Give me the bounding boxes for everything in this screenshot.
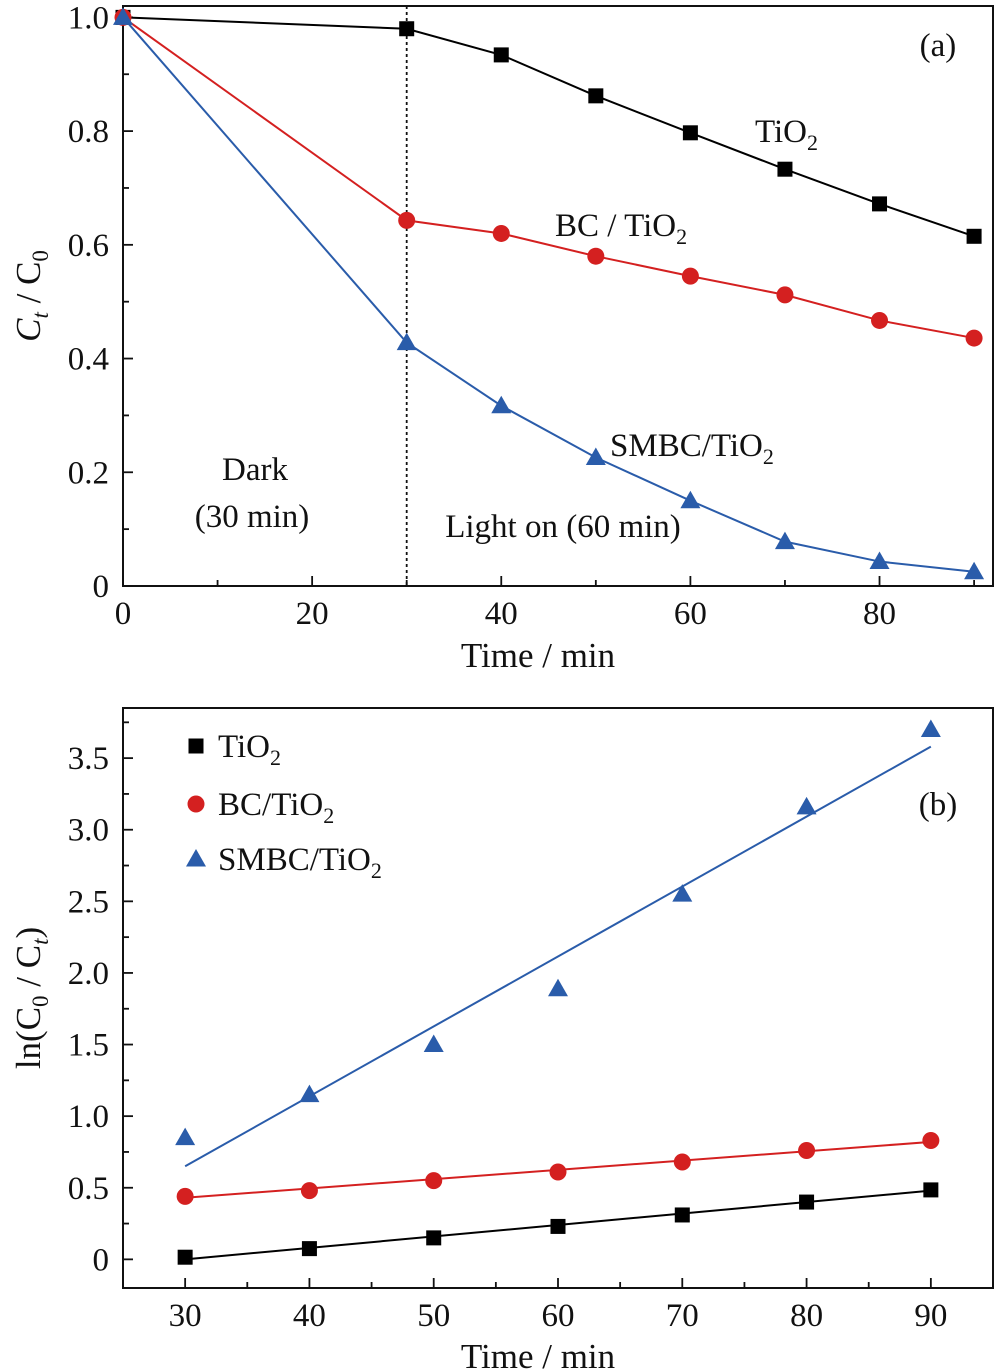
panel-a-xtick-label: 40	[485, 596, 518, 632]
panel-b-point-1	[549, 1163, 567, 1181]
panel-a-point-2	[869, 551, 890, 570]
panel-a-point-1	[965, 329, 983, 347]
legend-marker-2	[186, 849, 206, 867]
panel-a-point-0	[966, 228, 982, 244]
panel-b-xtick-label: 70	[666, 1298, 699, 1334]
panel-a-ytick-label: 0	[93, 569, 110, 605]
panel-b-point-2	[423, 1034, 444, 1053]
panel-b-ytick-label: 2.0	[68, 956, 109, 992]
panel-b-ylabel: ln(C0 / Ct)	[9, 927, 53, 1069]
panel-b-point-0	[550, 1218, 566, 1234]
panel-b-point-1	[425, 1172, 443, 1190]
panel-b-ytick-label: 0	[93, 1242, 110, 1278]
panel-a-point-2	[396, 332, 417, 351]
legend-label-bc-tio2: BC/TiO2	[218, 787, 334, 828]
panel-b-point-0	[301, 1241, 317, 1257]
panel-a-point-1	[871, 311, 889, 329]
legend-marker-1	[187, 795, 205, 813]
panel-b-point-1	[176, 1187, 194, 1205]
panel-a-point-2	[491, 395, 512, 414]
panel-a-point-2	[680, 490, 701, 509]
panel-a-xtick-label: 20	[296, 596, 329, 632]
panel-a-xtick-label: 60	[674, 596, 707, 632]
panel-a-xlabel: Time / min	[461, 636, 615, 675]
panel-a-frame	[122, 5, 994, 587]
panel-b-point-1	[798, 1142, 816, 1160]
series-label-smbc-tio2: SMBC/TiO2	[610, 428, 774, 469]
panel-a-point-1	[681, 267, 699, 285]
panel-b-point-0	[177, 1249, 193, 1265]
panel-b-point-2	[796, 796, 817, 815]
panel-a-point-2	[113, 7, 133, 25]
panel-b-ytick-label: 1.5	[68, 1028, 109, 1064]
legend-label-tio2: TiO2	[218, 729, 281, 770]
panel-a-point-0	[777, 161, 793, 177]
panel-a-label: (a)	[920, 28, 957, 64]
panel-a-point-0	[682, 125, 698, 141]
series-label-bc-tio2: BC / TiO2	[555, 208, 687, 249]
panel-b-point-1	[673, 1153, 691, 1171]
panel-b-ytick-label: 2.5	[68, 884, 109, 920]
legend-label-smbc-tio2: SMBC/TiO2	[218, 842, 382, 883]
panel-a-ytick-label: 0.4	[68, 342, 109, 378]
panel-a-xtick-label: 80	[863, 596, 896, 632]
panel-a-ytick-label: 0.6	[68, 228, 109, 264]
panel-b-ytick-label: 0.5	[68, 1171, 109, 1207]
panel-a-point-0	[399, 21, 415, 37]
panel-b-legend: TiO2 BC/TiO2 SMBC/TiO2	[186, 729, 382, 883]
panel-a-ytick-label: 1.0	[68, 0, 109, 36]
panel-b-point-2	[920, 719, 941, 737]
panel-b-point-1	[300, 1182, 318, 1200]
panel-a-ytick-label: 0.2	[68, 455, 109, 491]
panel-a-point-1	[587, 247, 605, 265]
panel-b-xtick-label: 50	[417, 1298, 450, 1334]
panel-a-ylabel: Ct / C0	[9, 250, 53, 342]
panel-b-point-2	[672, 884, 693, 902]
panel-b-point-0	[799, 1194, 815, 1210]
panel-a-point-0	[493, 47, 509, 63]
panel-a-series-line-0	[122, 16, 975, 238]
series-label-tio2: TiO2	[755, 114, 818, 155]
panel-b-point-2	[299, 1084, 320, 1103]
panel-b-point-2	[175, 1127, 196, 1146]
panel-a: 0 20 40 60 80 0 0.2 0.4 0.6 0.8 1.0 (a) Dark (30 m…	[9, 0, 994, 675]
panel-b-xtick-label: 40	[293, 1298, 326, 1334]
panel-a-point-1	[492, 224, 510, 242]
panel-b-xlabel: Time / min	[461, 1337, 615, 1372]
panel-b-point-1	[922, 1131, 940, 1149]
panel-b-ytick-label: 3.5	[68, 741, 109, 777]
panel-a-point-0	[588, 88, 604, 104]
panel-b-ytick-label: 3.0	[68, 813, 109, 849]
panel-a-series-line-1	[122, 16, 975, 340]
panel-a-xtick-label: 0	[115, 596, 132, 632]
panel-a-ytick-label: 0.8	[68, 114, 109, 150]
panel-a-point-1	[398, 211, 416, 229]
panel-a-series-line-2	[122, 16, 975, 573]
panel-a-point-1	[776, 286, 794, 304]
panel-b-point-0	[674, 1207, 690, 1223]
panel-b-point-0	[426, 1230, 442, 1246]
panel-b-xtick-label: 60	[542, 1298, 575, 1334]
panel-a-point-2	[774, 531, 795, 550]
panel-b: 30 40 50 60 70 80 90 0 0.5 1.0 1.5 2.0 2.5 3.0 3.5 (b)…	[9, 707, 994, 1372]
dark-annotation-line1: Dark	[222, 452, 288, 488]
panel-a-point-2	[585, 447, 606, 465]
legend-marker-0	[188, 738, 204, 754]
dark-annotation-line2: (30 min)	[195, 499, 310, 535]
panel-b-point-2	[548, 978, 568, 997]
panel-b-label: (b)	[919, 787, 957, 823]
panel-b-xtick-label: 80	[790, 1298, 823, 1334]
panel-b-xtick-label: 30	[169, 1298, 202, 1334]
panel-a-point-2	[964, 561, 985, 580]
panel-b-xtick-label: 90	[914, 1298, 947, 1334]
light-annotation: Light on (60 min)	[445, 509, 681, 545]
panel-b-point-0	[923, 1182, 939, 1198]
panel-a-point-0	[872, 196, 888, 212]
panel-b-ytick-label: 1.0	[68, 1099, 109, 1135]
